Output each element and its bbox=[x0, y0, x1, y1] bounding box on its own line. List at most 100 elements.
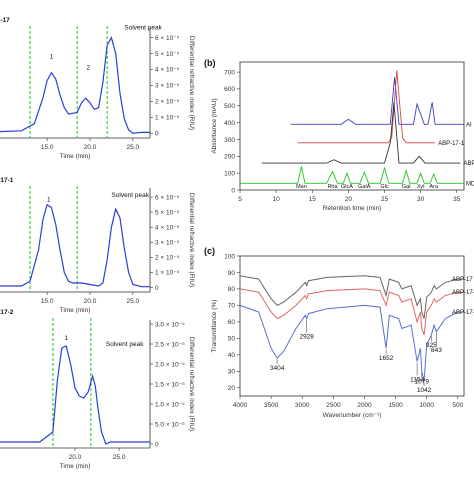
y-tick-label: 200 bbox=[224, 154, 235, 161]
wavenumber-annotation: 1079 bbox=[415, 378, 430, 385]
x-axis-title: Time (min) bbox=[60, 463, 91, 470]
x-tick-label: 20.0 bbox=[84, 298, 97, 305]
wavenumber-annotation: 3404 bbox=[270, 365, 285, 372]
panel-c-chart: (c) 4000 3500 3000 2500 2000 1500 1000 500 Wavenu… bbox=[204, 246, 474, 419]
peak-label: Man bbox=[296, 184, 307, 190]
sample-name: P-17 bbox=[0, 17, 10, 24]
y-tick-label: 2 × 10⁻⁵ bbox=[155, 255, 180, 262]
y-tick-label: 80 bbox=[228, 286, 236, 293]
x-tick-label: 4000 bbox=[233, 402, 248, 409]
peak-annotation: 1 bbox=[50, 53, 54, 60]
x-tick-label: 3500 bbox=[264, 402, 279, 409]
x-tick-label: 500 bbox=[452, 402, 463, 409]
y-tick-label: 50 bbox=[228, 336, 236, 343]
panel-b-chart: (b) 5 10 15 20 25 30 35 Retention time (min) 0 100… bbox=[204, 58, 474, 212]
y-tick-label: 1 × 10⁻⁵ bbox=[155, 115, 180, 122]
x-axis-title: Wavenumber (cm⁻¹) bbox=[323, 412, 382, 419]
peak-annotation: 2 bbox=[86, 64, 90, 71]
y-tick-label: 4 × 10⁻⁵ bbox=[155, 224, 180, 231]
x-tick-label: 25.0 bbox=[127, 298, 140, 305]
x-tick-label: 20.0 bbox=[69, 454, 82, 461]
ftir-spectrum bbox=[239, 304, 464, 382]
y-tick-label: 4 × 10⁻⁵ bbox=[155, 67, 180, 74]
y-tick-label: 60 bbox=[228, 319, 236, 326]
y-tick-label: 1.5 × 10⁻⁵ bbox=[155, 381, 185, 388]
chromatogram-line bbox=[0, 345, 150, 445]
x-tick-label: 15.0 bbox=[41, 144, 54, 151]
panel-a1-chart: 15.0 20.0 25.0 Time (min) 0 1 × 10⁻⁵ 2 × 10⁻⁵ 3… bbox=[0, 17, 195, 160]
panel-a3-chart: 20.0 25.0 Time (min) 0 5.0 × 10⁻⁶ 1.0 × 10⁻⁵ 1… bbox=[0, 309, 195, 470]
x-tick-label: 25 bbox=[381, 196, 389, 203]
spectrum-label: ABP-17-1 bbox=[452, 290, 474, 296]
y-tick-label: 20 bbox=[228, 385, 236, 392]
y-tick-label: 6 × 10⁻⁵ bbox=[155, 35, 180, 42]
y-tick-label: 5 × 10⁻⁵ bbox=[155, 209, 180, 216]
y-tick-label: 700 bbox=[224, 69, 235, 76]
x-tick-label: 30 bbox=[417, 196, 425, 203]
trace-label: AI bbox=[466, 122, 472, 128]
y-tick-label: 0 bbox=[155, 131, 159, 138]
y-tick-label: 300 bbox=[224, 137, 235, 144]
wavenumber-annotation: 925 bbox=[426, 342, 437, 349]
x-tick-label: 5 bbox=[238, 196, 242, 203]
plot-frame bbox=[239, 255, 465, 397]
x-tick-label: 25.0 bbox=[113, 454, 126, 461]
x-tick-label: 15 bbox=[309, 196, 317, 203]
wavenumber-annotation: 843 bbox=[431, 347, 442, 354]
y-tick-label: 0 bbox=[155, 285, 159, 292]
wavenumber-annotation: 1154 bbox=[410, 376, 424, 383]
hplc-trace bbox=[297, 70, 436, 144]
trace-label: ABP-17 bbox=[463, 161, 474, 167]
sample-name: P17-1 bbox=[0, 177, 14, 184]
y-tick-label: 1 × 10⁻⁵ bbox=[155, 270, 180, 277]
x-tick-label: 2500 bbox=[326, 402, 341, 409]
peak-label: Gal bbox=[402, 184, 411, 190]
trace-label: ABP-17-1 bbox=[438, 141, 465, 147]
peak-label: Xyl bbox=[417, 184, 425, 190]
peak-annotation: 1 bbox=[47, 197, 51, 204]
y-tick-label: 600 bbox=[224, 86, 235, 93]
sample-name: P17-2 bbox=[0, 309, 14, 316]
y-tick-label: 40 bbox=[228, 352, 236, 359]
y-axis-title: Transmittance (%) bbox=[211, 300, 218, 353]
x-tick-label: 2000 bbox=[357, 402, 372, 409]
chromatogram-line bbox=[0, 35, 150, 134]
hplc-trace bbox=[290, 77, 464, 125]
y-tick-label: 30 bbox=[228, 369, 236, 376]
x-tick-label: 20 bbox=[345, 196, 353, 203]
y-axis-title: Differential refractive index (RIU) bbox=[188, 337, 195, 431]
y-tick-label: 400 bbox=[224, 120, 235, 127]
y-tick-label: 2 × 10⁻⁵ bbox=[155, 99, 180, 106]
hplc-trace bbox=[240, 166, 464, 184]
peak-annotation: Solvent peak bbox=[111, 192, 149, 199]
plot-frame bbox=[239, 61, 465, 191]
x-axis-title: Time (min) bbox=[60, 153, 91, 160]
x-tick-label: 3000 bbox=[295, 402, 310, 409]
peak-annotation: Solvent peak bbox=[106, 341, 144, 348]
y-tick-label: 5 × 10⁻⁵ bbox=[155, 51, 180, 58]
wavenumber-annotation: 1042 bbox=[417, 387, 432, 394]
y-tick-label: 2.5 × 10⁻⁵ bbox=[155, 341, 185, 348]
x-tick-label: 20.0 bbox=[84, 144, 97, 151]
x-tick-label: 1000 bbox=[419, 402, 434, 409]
panel-label-b: (b) bbox=[204, 58, 216, 68]
hplc-trace bbox=[261, 102, 461, 164]
peak-label: Glc bbox=[380, 184, 389, 190]
y-tick-label: 6 × 10⁻⁵ bbox=[155, 194, 180, 201]
y-axis-title: Absorbance (mAU) bbox=[211, 98, 218, 153]
y-tick-label: 100 bbox=[224, 170, 235, 177]
x-tick-label: 25.0 bbox=[127, 144, 140, 151]
peak-annotation: Solvent peak bbox=[124, 25, 162, 32]
y-tick-label: 3 × 10⁻⁵ bbox=[155, 83, 180, 90]
y-tick-label: 3.0 × 10⁻⁵ bbox=[155, 321, 185, 328]
x-tick-label: 10 bbox=[273, 196, 281, 203]
y-tick-label: 2.0 × 10⁻⁵ bbox=[155, 361, 185, 368]
y-tick-label: 70 bbox=[228, 303, 236, 310]
wavenumber-annotation: 2928 bbox=[299, 334, 314, 341]
y-tick-label: 100 bbox=[224, 253, 235, 260]
peak-annotation: 1 bbox=[64, 335, 68, 342]
peak-label: Rha bbox=[327, 184, 338, 190]
peak-label: GlcA bbox=[341, 184, 353, 190]
x-tick-label: 35 bbox=[453, 196, 461, 203]
x-axis-title: Retention time (min) bbox=[323, 205, 382, 212]
